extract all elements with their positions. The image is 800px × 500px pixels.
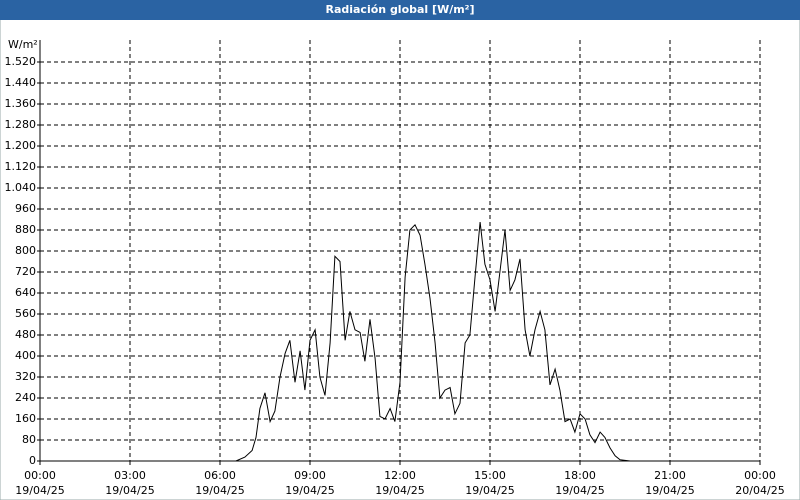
x-tick-label: 15:00 bbox=[474, 469, 506, 482]
y-tick-label: 640 bbox=[15, 286, 36, 299]
x-tick-label: 00:00 bbox=[24, 469, 56, 482]
x-tick-date: 19/04/25 bbox=[375, 484, 424, 497]
x-tick-date: 19/04/25 bbox=[105, 484, 154, 497]
y-tick-label: 320 bbox=[15, 370, 36, 383]
x-tick-date: 19/04/25 bbox=[555, 484, 604, 497]
y-tick-label: 1.120 bbox=[5, 160, 37, 173]
x-tick-date: 19/04/25 bbox=[645, 484, 694, 497]
x-tick-date: 19/04/25 bbox=[285, 484, 334, 497]
y-tick-label: 720 bbox=[15, 265, 36, 278]
y-tick-label: 800 bbox=[15, 244, 36, 257]
y-tick-label: 1.440 bbox=[5, 76, 37, 89]
x-tick-label: 00:00 bbox=[744, 469, 776, 482]
data-line bbox=[40, 222, 755, 462]
y-tick-label: 80 bbox=[22, 433, 36, 446]
y-tick-label: 400 bbox=[15, 349, 36, 362]
y-tick-label: 1.040 bbox=[5, 181, 37, 194]
x-tick-date: 20/04/25 bbox=[735, 484, 784, 497]
y-tick-label: 560 bbox=[15, 307, 36, 320]
x-tick-label: 09:00 bbox=[294, 469, 326, 482]
x-tick-label: 06:00 bbox=[204, 469, 236, 482]
chart-title: Radiación global [W/m²] bbox=[325, 3, 474, 16]
x-tick-date: 19/04/25 bbox=[465, 484, 514, 497]
y-tick-label: 480 bbox=[15, 328, 36, 341]
y-unit: W/m² bbox=[8, 38, 38, 51]
y-tick-label: 1.520 bbox=[5, 55, 37, 68]
x-tick-label: 03:00 bbox=[114, 469, 146, 482]
y-tick-label: 960 bbox=[15, 202, 36, 215]
x-tick-date: 19/04/25 bbox=[195, 484, 244, 497]
x-tick-label: 18:00 bbox=[564, 469, 596, 482]
y-tick-label: 0 bbox=[29, 454, 36, 467]
x-tick-label: 21:00 bbox=[654, 469, 686, 482]
y-tick-label: 880 bbox=[15, 223, 36, 236]
y-tick-label: 1.360 bbox=[5, 97, 37, 110]
x-tick-date: 19/04/25 bbox=[15, 484, 64, 497]
title-bar bbox=[0, 0, 800, 20]
y-tick-label: 1.280 bbox=[5, 118, 37, 131]
y-tick-label: 1.200 bbox=[5, 139, 37, 152]
y-tick-label: 240 bbox=[15, 391, 36, 404]
x-tick-label: 12:00 bbox=[384, 469, 416, 482]
y-tick-label: 160 bbox=[15, 412, 36, 425]
